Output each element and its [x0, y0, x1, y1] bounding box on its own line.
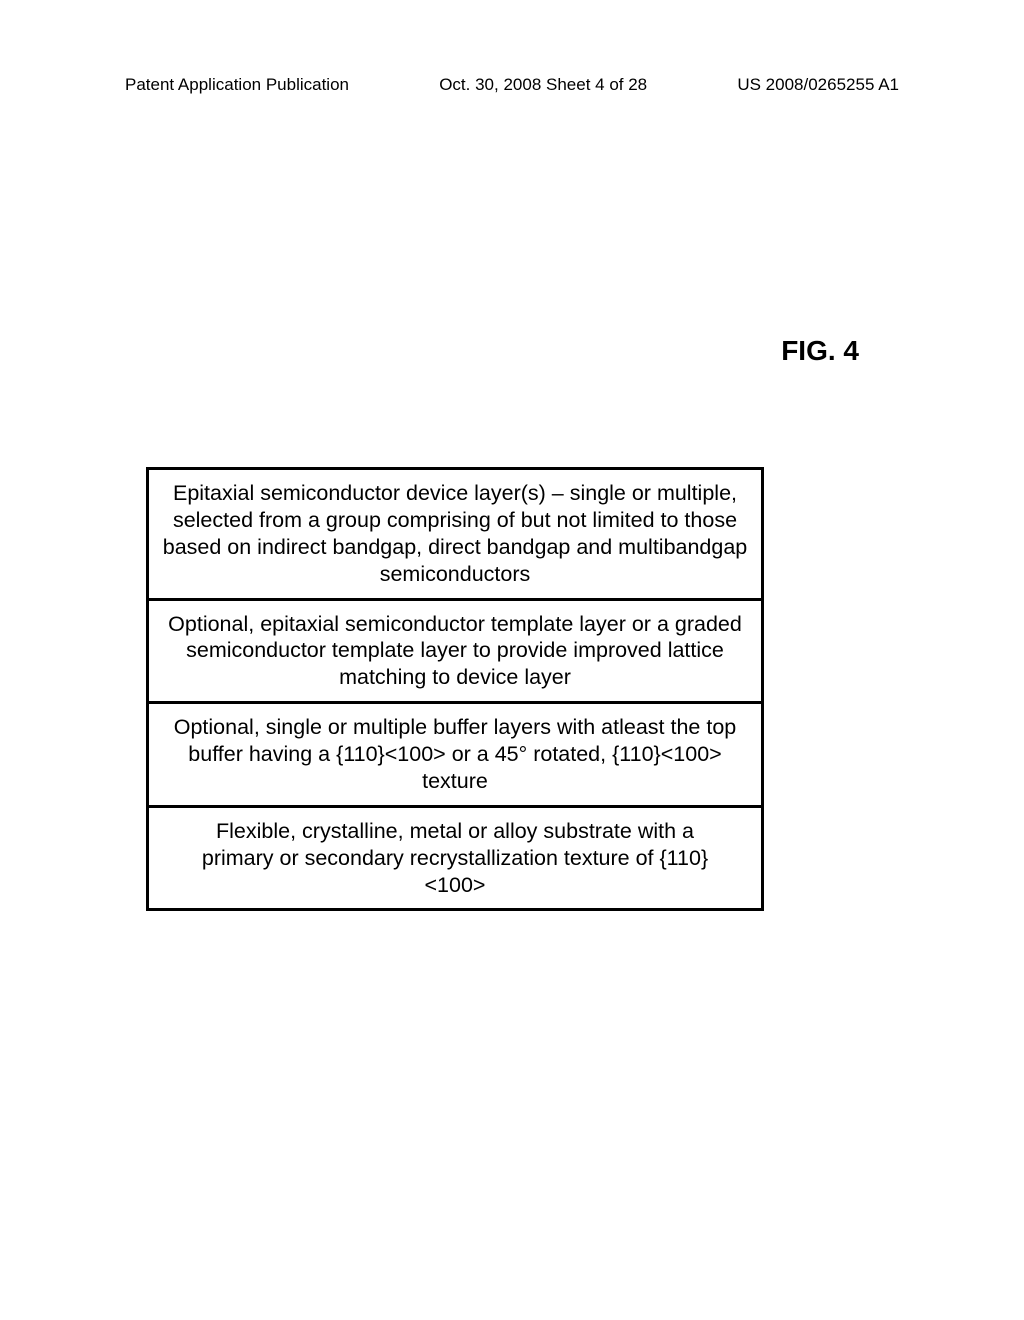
header-center: Oct. 30, 2008 Sheet 4 of 28	[439, 75, 647, 95]
header-left: Patent Application Publication	[125, 75, 349, 95]
page-header: Patent Application Publication Oct. 30, …	[0, 75, 1024, 95]
diagram-layer-4: Flexible, crystalline, metal or alloy su…	[146, 808, 764, 912]
header-right: US 2008/0265255 A1	[737, 75, 899, 95]
diagram-layer-3: Optional, single or multiple buffer laye…	[146, 704, 764, 808]
figure-label: FIG. 4	[781, 335, 859, 367]
diagram-layer-2: Optional, epitaxial semiconductor templa…	[146, 601, 764, 705]
diagram-layer-1: Epitaxial semiconductor device layer(s) …	[146, 467, 764, 601]
layer-diagram: Epitaxial semiconductor device layer(s) …	[146, 467, 764, 911]
